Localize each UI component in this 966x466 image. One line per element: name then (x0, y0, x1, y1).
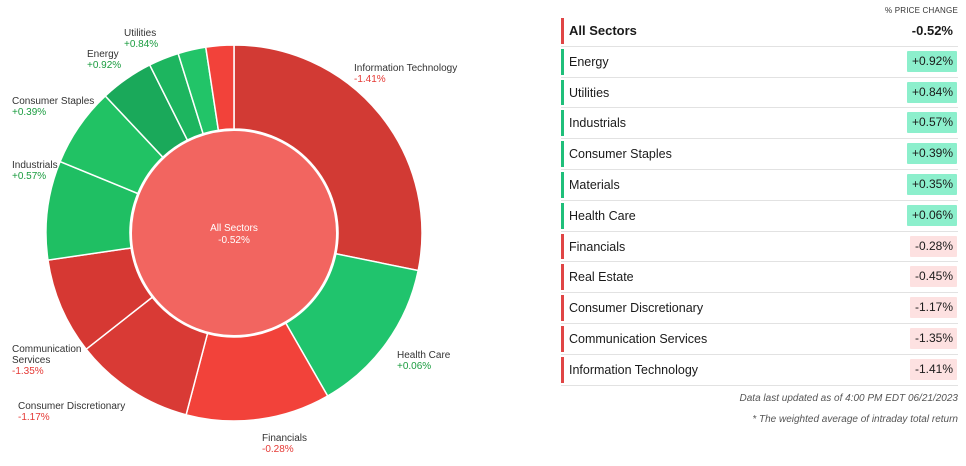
sector-change: -1.41% (909, 358, 957, 380)
sector-row[interactable]: Industrials +0.57% (561, 108, 958, 140)
center-label: All Sectors (210, 223, 258, 234)
label-name: Communication (12, 344, 82, 355)
sector-name: Information Technology (569, 362, 699, 377)
label-value: -1.41% (354, 74, 386, 85)
sector-change: +0.92% (906, 50, 957, 72)
direction-bar (561, 18, 564, 44)
sector-name: Communication Services (569, 331, 708, 346)
label-name: Utilities (124, 28, 157, 39)
direction-bar (561, 79, 564, 106)
label-consumer-discretionary: Consumer Discretionary -1.17% (18, 401, 125, 423)
sector-change: -0.52% (911, 23, 953, 38)
center-circle (130, 129, 338, 337)
sector-name: Consumer Staples (569, 147, 672, 162)
sector-change: -0.45% (909, 266, 957, 288)
label-name: Health Care (397, 350, 451, 361)
sector-change: -1.17% (909, 297, 957, 319)
label-health-care: Health Care +0.06% (397, 350, 450, 372)
label-value: +0.84% (124, 39, 159, 50)
sector-donut-chart: All Sectors -0.52% Information Technology… (12, 28, 457, 455)
sector-row[interactable]: Consumer Discretionary -1.17% (561, 293, 958, 324)
sector-change: +0.57% (906, 112, 957, 134)
sector-name: Industrials (569, 116, 626, 131)
footnote-updated: Data last updated as of 4:00 PM EDT 06/2… (739, 393, 958, 404)
label-industrials: Industrials +0.57% (12, 160, 58, 182)
column-header: % PRICE CHANGE (884, 6, 958, 15)
label-energy: Energy +0.92% (87, 49, 121, 71)
sector-table: % PRICE CHANGE All Sectors -0.52% Energy +0… (561, 0, 958, 386)
label-name: Financials (262, 433, 308, 444)
sector-row[interactable]: Consumer Staples +0.39% (561, 139, 958, 170)
label-information-technology: Information Technology -1.41% (354, 63, 457, 85)
sector-name: Consumer Discretionary (569, 301, 704, 316)
direction-bar (561, 264, 564, 291)
sector-change: +0.39% (906, 143, 957, 165)
label-value: -1.17% (18, 412, 50, 423)
label-name: Consumer Staples (12, 96, 95, 107)
label-consumer-staples: Consumer Staples +0.39% (12, 96, 94, 118)
sector-change: +0.35% (906, 173, 957, 195)
label-name-2: Services (12, 355, 51, 366)
sector-name: All Sectors (569, 23, 637, 38)
direction-bar (561, 141, 564, 167)
sector-name: Energy (569, 54, 609, 69)
sector-row[interactable]: Financials -0.28% (561, 232, 958, 263)
label-name: Industrials (12, 160, 58, 171)
direction-bar (561, 295, 564, 321)
sector-name: Utilities (569, 85, 610, 100)
sector-name: Materials (569, 177, 620, 192)
sector-row[interactable]: Energy +0.92% (561, 47, 958, 78)
label-value: +0.57% (12, 171, 47, 182)
donut-svg: All Sectors-0.52% (45, 44, 423, 422)
label-utilities: Utilities +0.84% (124, 28, 158, 50)
sector-row[interactable]: Utilities +0.84% (561, 78, 958, 109)
sector-change: -1.35% (909, 327, 957, 349)
direction-bar (561, 325, 564, 352)
sector-name: Health Care (569, 208, 636, 223)
label-value: +0.39% (12, 107, 47, 118)
label-name: Energy (87, 49, 119, 60)
sector-row[interactable]: Communication Services -1.35% (561, 324, 958, 355)
label-value: +0.92% (87, 60, 122, 71)
sector-name: Financials (569, 239, 626, 254)
sector-name: Real Estate (569, 270, 634, 285)
sector-change: +0.06% (906, 204, 957, 226)
direction-bar (561, 48, 564, 75)
sector-change: +0.84% (906, 81, 957, 103)
direction-bar (561, 202, 564, 229)
sector-row[interactable]: Materials +0.35% (561, 170, 958, 201)
label-name: Consumer Discretionary (18, 401, 126, 412)
center-value: -0.52% (218, 235, 250, 246)
sector-rows: All Sectors -0.52% Energy +0.92% Utilities +0… (561, 16, 958, 386)
label-value: -0.28% (262, 444, 294, 455)
direction-bar (561, 171, 564, 198)
label-financials: Financials -0.28% (262, 433, 307, 455)
sector-row[interactable]: Information Technology -1.41% (561, 355, 958, 386)
sector-row[interactable]: Health Care +0.06% (561, 201, 958, 232)
sector-row[interactable]: Real Estate -0.45% (561, 262, 958, 294)
sector-change: -0.28% (909, 235, 957, 257)
label-value: +0.06% (397, 361, 432, 372)
sector-row[interactable]: All Sectors -0.52% (561, 16, 958, 47)
footnote-weighted: * The weighted average of intraday total… (752, 414, 958, 425)
direction-bar (561, 110, 564, 137)
label-communication-services: Communication Services -1.35% (12, 344, 81, 377)
label-name: Information Technology (354, 63, 458, 74)
label-value: -1.35% (12, 366, 44, 377)
direction-bar (561, 356, 564, 383)
direction-bar (561, 233, 564, 260)
